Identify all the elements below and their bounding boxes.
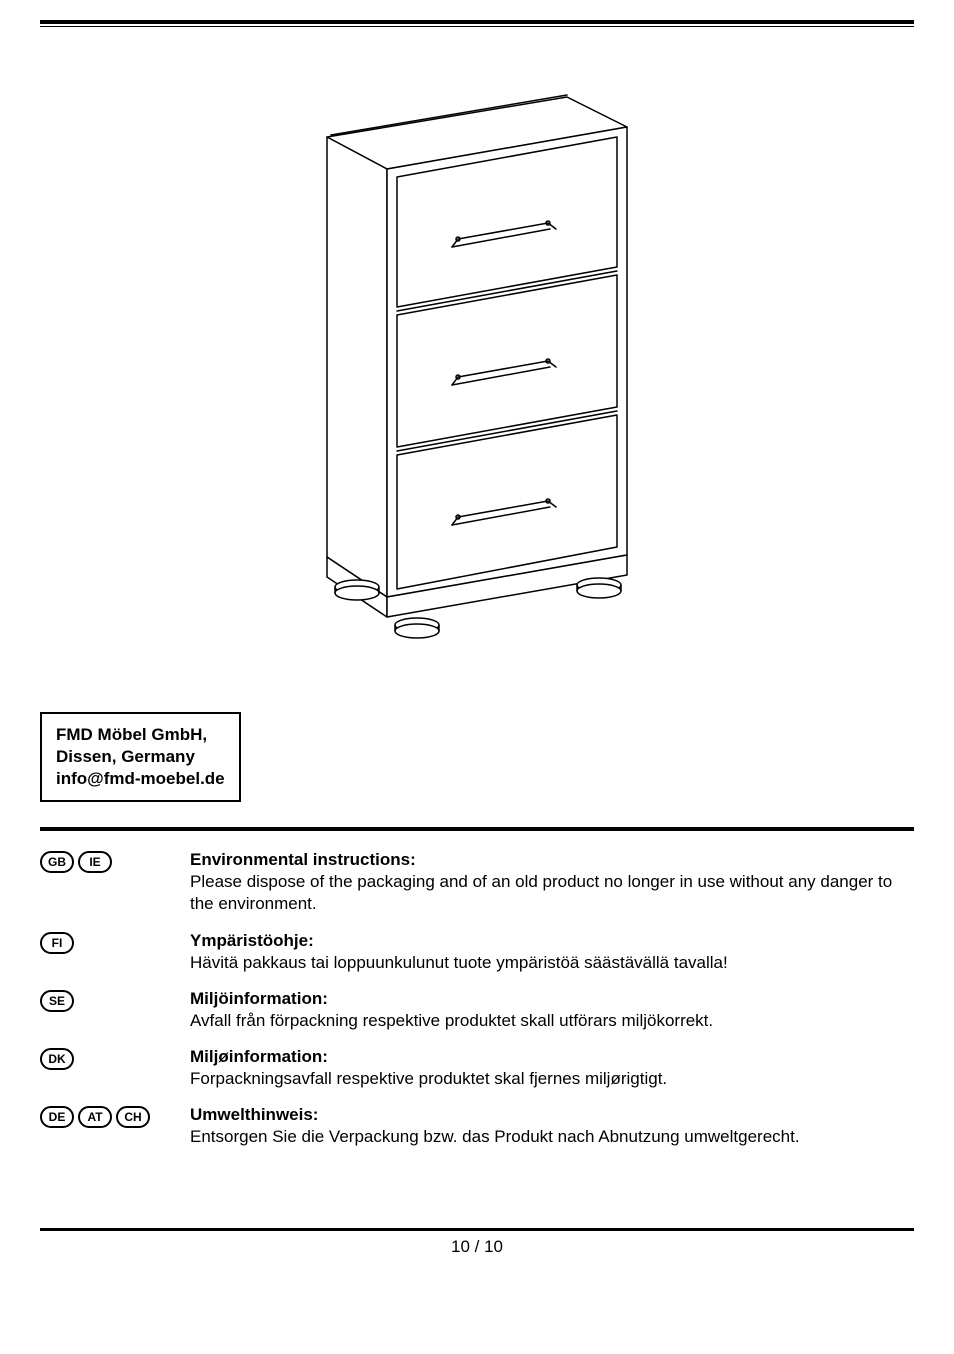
instruction-text: Miljøinformation: Forpackningsavfall res… — [190, 1046, 914, 1090]
instruction-title: Miljöinformation: — [190, 989, 328, 1008]
instruction-text: Umwelthinweis: Entsorgen Sie die Verpack… — [190, 1104, 914, 1148]
country-badge: DK — [40, 1048, 74, 1070]
country-badges: DE AT CH — [40, 1104, 190, 1128]
instruction-title: Ympäristöohje: — [190, 931, 314, 950]
instruction-title: Miljøinformation: — [190, 1047, 328, 1066]
instruction-body: Hävitä pakkaus tai loppuunkulunut tuote … — [190, 953, 728, 972]
country-badge: SE — [40, 990, 74, 1012]
country-badges: GB IE — [40, 849, 190, 873]
instruction-text: Miljöinformation: Avfall från förpacknin… — [190, 988, 914, 1032]
page-total: 10 — [484, 1237, 503, 1256]
instruction-text: Ympäristöohje: Hävitä pakkaus tai loppuu… — [190, 930, 914, 974]
company-info-box: FMD Möbel GmbH, Dissen, Germany info@fmd… — [40, 712, 241, 802]
instruction-body: Entsorgen Sie die Verpackung bzw. das Pr… — [190, 1127, 800, 1146]
top-rule-thick — [40, 20, 914, 24]
page-current: 10 — [451, 1237, 470, 1256]
country-badge: IE — [78, 851, 112, 873]
instruction-row: DK Miljøinformation: Forpackningsavfall … — [40, 1046, 914, 1090]
instruction-row: GB IE Environmental instructions: Please… — [40, 849, 914, 915]
country-badge: DE — [40, 1106, 74, 1128]
product-illustration — [287, 77, 667, 662]
company-line-3: info@fmd-moebel.de — [56, 768, 225, 790]
country-badge: GB — [40, 851, 74, 873]
instruction-body: Avfall från förpackning respektive produ… — [190, 1011, 713, 1030]
page-number: 10 / 10 — [40, 1231, 914, 1257]
instruction-row: SE Miljöinformation: Avfall från förpack… — [40, 988, 914, 1032]
instruction-body: Please dispose of the packaging and of a… — [190, 872, 892, 913]
country-badge: CH — [116, 1106, 150, 1128]
country-badges: DK — [40, 1046, 190, 1070]
instruction-title: Umwelthinweis: — [190, 1105, 318, 1124]
company-line-2: Dissen, Germany — [56, 746, 225, 768]
page-sep: / — [470, 1237, 484, 1256]
country-badges: FI — [40, 930, 190, 954]
country-badge: FI — [40, 932, 74, 954]
instruction-body: Forpackningsavfall respektive produktet … — [190, 1069, 667, 1088]
product-illustration-wrap — [40, 77, 914, 662]
top-rule-thin — [40, 26, 914, 27]
country-badge: AT — [78, 1106, 112, 1128]
instruction-row: FI Ympäristöohje: Hävitä pakkaus tai lop… — [40, 930, 914, 974]
instructions-list: GB IE Environmental instructions: Please… — [40, 849, 914, 1148]
instruction-row: DE AT CH Umwelthinweis: Entsorgen Sie di… — [40, 1104, 914, 1148]
instruction-title: Environmental instructions: — [190, 850, 416, 869]
instruction-text: Environmental instructions: Please dispo… — [190, 849, 914, 915]
mid-rule — [40, 827, 914, 831]
country-badges: SE — [40, 988, 190, 1012]
company-line-1: FMD Möbel GmbH, — [56, 724, 225, 746]
